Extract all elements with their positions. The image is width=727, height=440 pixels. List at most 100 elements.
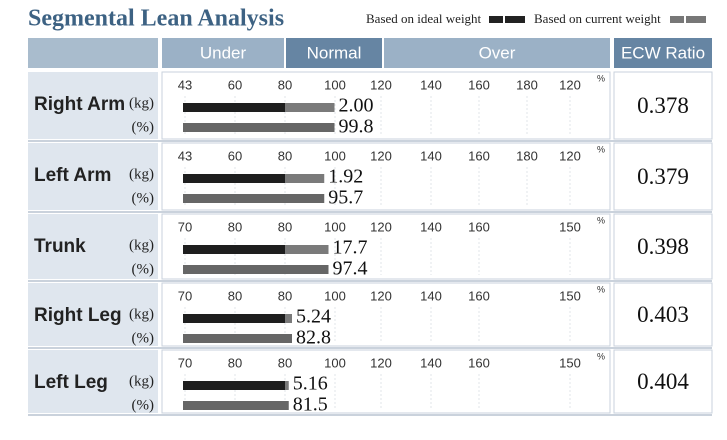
tick-label: 43 [178,148,192,163]
ecw-value: 0.398 [637,234,689,259]
pct-value: 95.7 [328,187,363,209]
tick-label: 80 [228,219,242,234]
kg-value: 17.7 [333,237,368,259]
kg-value: 1.92 [328,166,363,188]
tick-label: 140 [420,148,442,163]
tick-label: 70 [178,219,192,234]
unit-label: (%) [132,190,155,206]
tick-label: 100 [324,288,346,303]
kg-bar [183,174,285,183]
kg-bar-over [285,174,325,183]
kg-value: 5.24 [296,306,331,328]
legend-swatch [686,16,706,23]
tick-label: 80 [278,219,292,234]
ecw-value: 0.379 [637,164,689,189]
pct-bar [183,265,329,274]
tick-label: 120 [370,219,392,234]
pct-value: 82.8 [296,327,331,349]
tick-label: 140 [420,355,442,370]
header-cell [162,38,284,68]
kg-value: 2.00 [339,95,374,117]
tick-label: 150 [559,288,581,303]
tick-label: 160 [468,219,490,234]
header-label: ECW Ratio [621,43,705,62]
unit-label: (%) [132,330,155,346]
scale-unit: % [597,144,605,154]
ecw-value: 0.404 [637,369,689,394]
tick-label: 80 [278,148,292,163]
tick-label: 100 [324,355,346,370]
ecw-value: 0.403 [637,302,689,327]
legend-label: Based on ideal weight [366,11,482,26]
pct-value: 81.5 [293,394,328,416]
header-label: Under [200,43,247,62]
tick-label: 120 [370,355,392,370]
scale-unit: % [597,215,605,225]
ecw-cell [613,71,713,140]
tick-label: 120 [559,77,581,92]
tick-label: 140 [420,288,442,303]
ecw-cell [613,142,713,211]
kg-bar [183,381,285,390]
pct-value: 97.4 [333,258,368,280]
tick-label: 140 [420,219,442,234]
row-name: Right Leg [34,305,122,326]
scale-unit: % [597,284,605,294]
name-cell [28,350,158,413]
name-cell [28,143,158,210]
pct-bar [183,123,335,132]
tick-label: 80 [278,288,292,303]
tick-label: 80 [278,77,292,92]
tick-label: 120 [370,77,392,92]
tick-label: 120 [370,288,392,303]
tick-label: 120 [370,148,392,163]
ecw-value: 0.378 [637,93,689,118]
tick-label: 60 [228,148,242,163]
tick-label: 70 [178,355,192,370]
tick-label: 100 [324,219,346,234]
scale-unit: % [597,351,605,361]
legend-label: Based on current weight [534,11,661,26]
unit-label: (kg) [129,95,154,111]
pct-bar [183,401,289,410]
row-name: Left Leg [34,372,108,393]
row-name: Trunk [34,236,86,257]
tick-label: 180 [516,148,538,163]
row-name: Right Arm [34,94,125,115]
tick-label: 43 [178,77,192,92]
unit-label: (kg) [129,166,154,182]
kg-bar [183,103,285,112]
tick-label: 120 [559,148,581,163]
header-label: Normal [307,43,362,62]
ecw-cell [613,349,713,414]
header-label: Over [479,43,516,62]
tick-label: 160 [468,148,490,163]
tick-label: 80 [278,355,292,370]
legend-swatch [489,16,503,23]
header-cell [28,38,158,68]
kg-bar [183,314,285,323]
header-cell [286,38,382,68]
ecw-cell [613,213,713,280]
pct-value: 99.8 [339,116,374,138]
name-cell [28,72,158,139]
tick-label: 150 [559,355,581,370]
tick-label: 100 [324,77,346,92]
header-cell [384,38,610,68]
tick-label: 160 [468,355,490,370]
kg-bar-over [285,245,329,254]
name-cell [28,283,158,346]
tick-label: 80 [228,288,242,303]
kg-bar-over [285,314,292,323]
row-name: Left Arm [34,165,111,186]
tick-label: 140 [420,77,442,92]
tick-label: 160 [468,288,490,303]
unit-label: (kg) [129,306,154,322]
title: Segmental Lean Analysis [28,6,284,32]
tick-label: 70 [178,288,192,303]
header-cell [614,38,712,68]
tick-label: 60 [228,77,242,92]
scale-unit: % [597,73,605,83]
unit-label: (kg) [129,373,154,389]
